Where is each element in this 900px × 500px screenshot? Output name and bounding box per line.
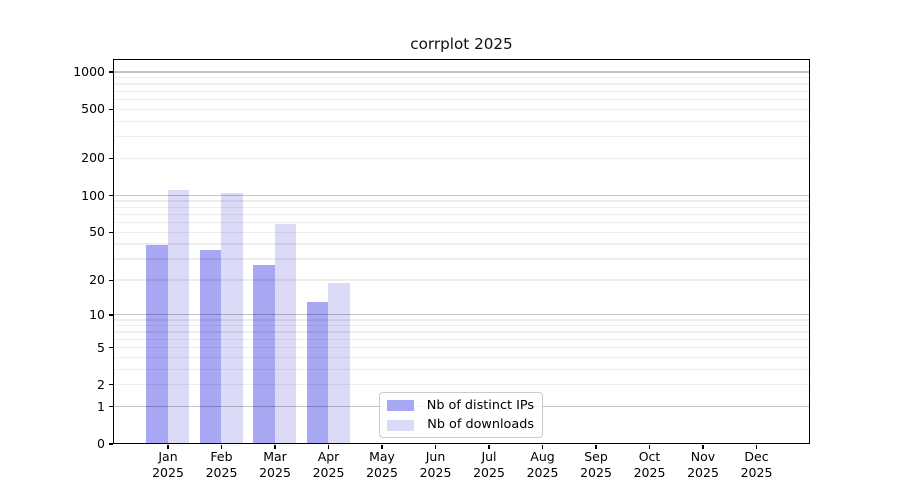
y-tick-50 xyxy=(108,231,113,233)
x-tick-aug xyxy=(541,444,544,449)
y-tick-5 xyxy=(108,346,113,349)
y-tick-label-50: 50 xyxy=(89,224,105,240)
y-tick-label-500: 500 xyxy=(81,101,105,117)
bar-downloads-apr xyxy=(328,282,350,443)
gridline-minor-800 xyxy=(114,83,809,85)
y-tick-10 xyxy=(108,314,113,316)
x-tick-label-nov: Nov 2025 xyxy=(687,449,719,480)
x-tick-dec xyxy=(755,444,758,449)
bar-distinct-ips-mar xyxy=(253,264,275,443)
y-tick-label-1000: 1000 xyxy=(73,64,105,79)
x-tick-jan xyxy=(167,444,169,449)
x-tick-sep xyxy=(595,444,597,449)
x-tick-label-oct: Oct 2025 xyxy=(633,449,666,480)
bar-distinct-ips-apr xyxy=(306,301,328,443)
gridline-minor-500 xyxy=(114,108,809,110)
y-tick-label-0: 0 xyxy=(97,436,105,451)
y-tick-label-2: 2 xyxy=(97,376,105,392)
y-tick-20 xyxy=(108,279,113,281)
legend-label-distinct-ips: Nb of distinct IPs xyxy=(426,397,534,413)
y-tick-1 xyxy=(108,406,113,408)
gridline-minor-700 xyxy=(114,90,809,92)
x-tick-label-aug: Aug 2025 xyxy=(526,449,559,480)
x-tick-apr xyxy=(327,444,330,449)
gridline-minor-80 xyxy=(114,206,809,208)
x-tick-label-may: May 2025 xyxy=(366,449,398,480)
legend-item-distinct-ips: Nb of distinct IPs xyxy=(380,396,542,416)
gridline-minor-50 xyxy=(114,231,809,233)
y-tick-label-100: 100 xyxy=(81,187,105,203)
x-tick-label-sep: Sep 2025 xyxy=(580,449,612,480)
x-tick-label-jul: Jul 2025 xyxy=(473,449,505,480)
gridline-major-100 xyxy=(114,194,809,196)
x-tick-label-jan: Jan 2025 xyxy=(152,449,184,480)
plot-area xyxy=(113,59,810,444)
x-tick-label-feb: Feb 2025 xyxy=(205,449,238,480)
gridline-major-1000 xyxy=(114,71,809,73)
legend-swatch-downloads-icon xyxy=(387,419,414,431)
y-tick-200 xyxy=(108,157,113,160)
x-tick-may xyxy=(381,444,383,449)
gridline-minor-600 xyxy=(114,98,809,100)
y-tick-500 xyxy=(108,108,113,110)
legend: Nb of distinct IPs Nb of downloads xyxy=(379,392,543,438)
chart-title: corrplot 2025 xyxy=(410,35,513,53)
x-tick-label-jun: Jun 2025 xyxy=(419,449,452,480)
gridline-minor-900 xyxy=(114,77,809,79)
x-tick-feb xyxy=(220,444,223,449)
gridline-minor-40 xyxy=(114,243,809,245)
gridline-minor-400 xyxy=(114,120,809,122)
bar-distinct-ips-feb xyxy=(199,249,221,443)
legend-label-downloads: Nb of downloads xyxy=(427,417,534,433)
x-tick-label-apr: Apr 2025 xyxy=(312,449,345,480)
y-tick-1000 xyxy=(108,71,113,73)
x-tick-label-mar: Mar 2025 xyxy=(259,449,291,480)
y-tick-label-10: 10 xyxy=(89,306,105,322)
x-tick-label-dec: Dec 2025 xyxy=(740,449,773,480)
bar-distinct-ips-jan xyxy=(146,245,168,443)
y-tick-2 xyxy=(108,384,113,386)
x-tick-oct xyxy=(648,444,651,449)
x-tick-mar xyxy=(274,444,276,449)
bar-downloads-mar xyxy=(274,224,296,443)
gridline-minor-70 xyxy=(114,213,809,215)
gridline-minor-90 xyxy=(114,200,809,202)
x-tick-jun xyxy=(434,444,437,449)
bar-downloads-jan xyxy=(167,190,189,443)
gridline-minor-300 xyxy=(114,136,809,138)
bar-downloads-feb xyxy=(221,193,243,443)
y-tick-label-1: 1 xyxy=(97,398,105,414)
y-tick-100 xyxy=(108,194,113,197)
gridline-minor-60 xyxy=(114,222,809,224)
gridline-minor-200 xyxy=(114,157,809,159)
y-tick-label-200: 200 xyxy=(81,150,105,166)
y-tick-label-20: 20 xyxy=(89,272,105,288)
x-tick-nov xyxy=(702,444,704,449)
legend-swatch-distinct-ips-icon xyxy=(387,400,414,412)
x-tick-jul xyxy=(488,444,490,449)
y-tick-label-5: 5 xyxy=(97,339,105,355)
legend-item-downloads: Nb of downloads xyxy=(380,416,542,436)
y-tick-0 xyxy=(108,443,113,445)
